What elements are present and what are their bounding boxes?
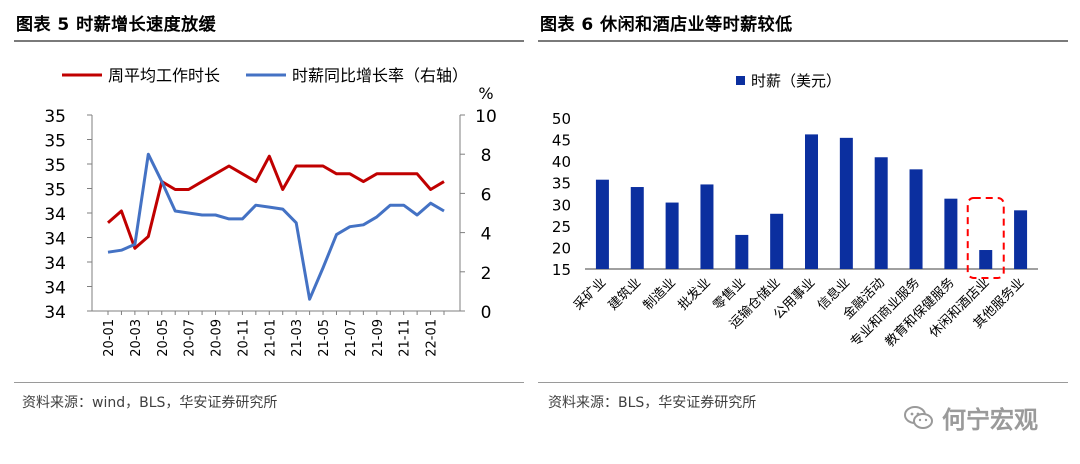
watermark-text: 何宁宏观 bbox=[942, 406, 1038, 434]
y-tick-label: 35 bbox=[552, 175, 571, 193]
bar bbox=[979, 250, 993, 269]
x-tick-label: 21-01 bbox=[263, 319, 278, 357]
bar bbox=[595, 179, 609, 269]
x-tick-label: 20-07 bbox=[183, 319, 198, 357]
y-right-tick-label: 0 bbox=[481, 303, 492, 323]
x-tick-label: 20-11 bbox=[236, 319, 251, 357]
x-tick-label: 21-03 bbox=[290, 319, 305, 357]
y-left-tick-label: 35 bbox=[44, 107, 66, 127]
bar bbox=[700, 184, 714, 269]
x-tick-label: 21-09 bbox=[371, 319, 386, 357]
y-left-tick-label: 34 bbox=[44, 254, 66, 274]
y-tick-label: 20 bbox=[552, 239, 571, 257]
y-left-tick-label: 35 bbox=[44, 181, 66, 201]
y-right-tick-label: 2 bbox=[481, 264, 492, 284]
right-title-rule bbox=[538, 40, 1068, 42]
left-title-rule bbox=[14, 40, 524, 42]
legend-label: 时薪同比增长率（右轴） bbox=[292, 66, 468, 85]
right-source-rule bbox=[538, 382, 1068, 383]
y-right-tick-label: 6 bbox=[481, 185, 492, 205]
bar bbox=[909, 169, 923, 269]
y-right-tick-label: 4 bbox=[481, 225, 492, 245]
watermark: 何宁宏观 bbox=[904, 400, 1038, 435]
x-tick-label: 20-05 bbox=[156, 319, 171, 357]
y-right-tick-label: 8 bbox=[481, 146, 492, 166]
legend-label: 周平均工作时长 bbox=[108, 66, 220, 85]
y-left-tick-label: 34 bbox=[44, 303, 66, 323]
x-tick-label: 制造业 bbox=[641, 275, 679, 313]
x-tick-label: 20-03 bbox=[129, 319, 144, 357]
x-tick-label: 批发业 bbox=[675, 275, 714, 314]
highlight-box bbox=[966, 197, 1005, 279]
x-tick-label: 建筑业 bbox=[605, 275, 644, 314]
x-tick-label: 20-01 bbox=[102, 319, 117, 357]
y-tick-label: 25 bbox=[552, 218, 571, 236]
x-tick-label: 22-01 bbox=[425, 319, 440, 357]
bar bbox=[805, 134, 818, 269]
y-right-unit: % bbox=[478, 84, 493, 103]
y-left-tick-label: 34 bbox=[44, 230, 66, 250]
left-source: 资料来源：wind，BLS，华安证券研究所 bbox=[22, 395, 278, 411]
series-line-wage-growth bbox=[107, 152, 445, 301]
right-source: 资料来源：BLS，华安证券研究所 bbox=[548, 395, 757, 411]
legend-swatch bbox=[736, 76, 745, 85]
left-source-rule bbox=[14, 382, 524, 383]
y-left-tick-label: 35 bbox=[44, 156, 66, 176]
y-tick-label: 15 bbox=[552, 261, 571, 279]
x-tick-label: 21-07 bbox=[344, 319, 359, 357]
bar bbox=[944, 198, 958, 269]
y-right-tick-label: 10 bbox=[475, 107, 497, 127]
wechat-icon bbox=[904, 405, 933, 429]
x-tick-label: 采矿业 bbox=[571, 275, 609, 313]
left-panel-title: 图表 5 时薪增长速度放缓 bbox=[16, 15, 217, 35]
y-left-tick-label: 35 bbox=[44, 132, 66, 152]
y-tick-label: 30 bbox=[552, 196, 571, 214]
line-chart: 35 35 35 35 34 34 34 34 34 10 8 6 4 2 0% 20-01 20-03 20-0… bbox=[44, 66, 497, 357]
y-tick-label: 50 bbox=[552, 110, 571, 128]
right-panel-title: 图表 6 休闲和酒店业等时薪较低 bbox=[540, 15, 793, 35]
y-left-tick-label: 34 bbox=[44, 279, 66, 299]
bar bbox=[735, 234, 749, 269]
y-tick-label: 40 bbox=[552, 153, 571, 171]
bar bbox=[839, 137, 853, 269]
bar bbox=[874, 157, 888, 269]
x-tick-label: 20-09 bbox=[210, 319, 225, 357]
bar-chart: 1520253035404550采矿业建筑业制造业批发业零售业运输仓储业公用事业… bbox=[552, 72, 1038, 350]
bar bbox=[770, 213, 784, 269]
legend-label: 时薪（美元） bbox=[751, 72, 841, 90]
x-tick-label: 21-11 bbox=[398, 319, 413, 357]
y-left-tick-label: 34 bbox=[44, 205, 66, 225]
x-tick-label: 21-05 bbox=[317, 319, 332, 357]
y-tick-label: 45 bbox=[552, 132, 571, 150]
bar bbox=[630, 187, 644, 269]
bar bbox=[665, 202, 679, 269]
bar bbox=[1014, 210, 1028, 269]
